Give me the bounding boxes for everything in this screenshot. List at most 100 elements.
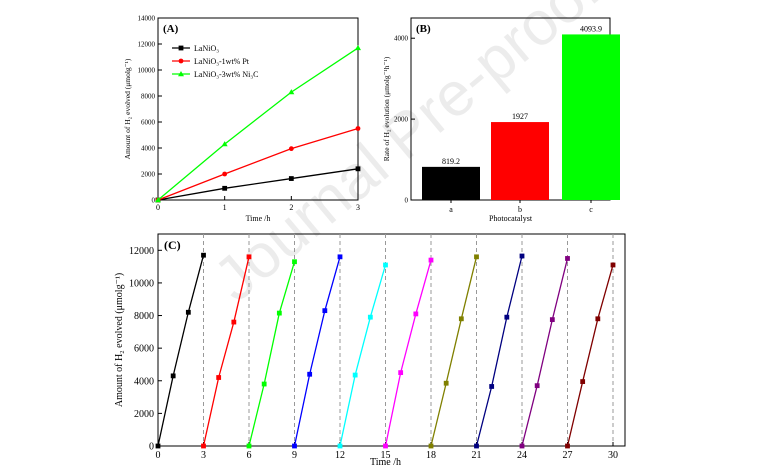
panel-c-cycle-10-point	[610, 262, 616, 268]
panel-c-xtick-label: 27	[563, 450, 573, 461]
panel-c-cycle-6-point	[398, 370, 404, 376]
panel-c-xtick-label: 9	[292, 450, 297, 461]
panel-c-xtick-label: 24	[517, 450, 527, 461]
panel-c-ylabel: Amount of H₂ evolved (μmolg⁻¹)	[114, 273, 125, 407]
panel-c-xtick-label: 30	[608, 450, 618, 461]
panel-c-cycle-10-point	[565, 443, 570, 449]
panel-a-ytick-label: 2000	[141, 171, 156, 179]
panel-c-cycle-1-line	[157, 255, 205, 447]
panel-c-cycle-1-point	[201, 252, 206, 258]
panel-c-ytick-label: 4000	[134, 376, 154, 387]
panel-b-bar-chart: 0 2000 4000 819.2 a 1927 b 4093.9 c (B) Photocatal…	[382, 17, 620, 223]
panel-c-cycle-8-point	[519, 253, 525, 259]
panel-a-label: (A)	[163, 23, 179, 35]
panel-a-ytick-label: 8000	[141, 93, 156, 101]
panel-c-cycle-10-point	[580, 379, 586, 384]
panel-c-cycle-1-point	[155, 443, 161, 449]
panel-c-cycle-9-point	[534, 383, 540, 389]
panel-c-cycle-8-point	[474, 443, 479, 449]
panel-c-cycle-7-line	[430, 256, 478, 447]
panel-c-ytick-label: 2000	[134, 409, 154, 420]
panel-c-ytick-label: 8000	[134, 311, 154, 322]
panel-a-frame	[157, 17, 359, 201]
panel-c-ytick-label: 10000	[129, 278, 154, 289]
panel-a-series-2-point	[288, 89, 295, 95]
panel-c-cycle-5-point	[352, 372, 358, 378]
panel-c-cycle-3-point	[261, 381, 267, 387]
panel-c-cycle-1-point	[170, 373, 176, 379]
panel-b-category-c: c	[589, 205, 593, 214]
panel-a-xtick-label: 0	[156, 203, 160, 212]
panel-c-cycle-4-point	[292, 443, 297, 449]
panel-c-ytick-label: 12000	[129, 246, 154, 257]
watermark-text: Journal Pre-proof	[201, 0, 613, 315]
panel-c-cycle-6-line	[384, 259, 432, 447]
panel-b-xlabel: Photocatalyst	[489, 214, 533, 223]
panel-a-series-1-line	[157, 127, 359, 201]
panel-c-xtick-label: 0	[156, 450, 161, 461]
panel-a-ytick-label: 0	[152, 197, 156, 205]
panel-c-cycle-7-point	[443, 380, 449, 386]
panel-c-xtick-label: 6	[247, 450, 252, 461]
panel-c-label: (C)	[164, 238, 181, 252]
panel-c-cycle-3-line	[248, 261, 296, 447]
panel-c-cycle-7-point	[474, 254, 479, 260]
panel-c-cycle-6-point	[428, 257, 434, 263]
panel-a-legend-0-marker	[178, 45, 184, 51]
panel-c-cycle-2-point	[201, 443, 206, 449]
panel-b-bar-c-value: 4093.9	[580, 24, 602, 33]
panel-c-cycle-8-point	[489, 384, 495, 389]
panel-c-xtick-label: 21	[472, 450, 482, 461]
panel-c-cycle-8-point	[504, 314, 510, 320]
panel-a-xlabel: Time /h	[246, 214, 271, 223]
panel-c-ytick-label: 0	[149, 442, 154, 453]
panel-a-ytick-label: 10000	[138, 67, 156, 75]
panel-c-cycle-2-point	[216, 375, 222, 380]
panel-c-cycle-5-point	[383, 262, 388, 268]
panel-a-series-2-point	[221, 141, 228, 147]
panel-a-ylabel: Amount of H₂ evolved (μmolg⁻¹)	[123, 58, 132, 159]
panel-a-xtick-label: 2	[289, 203, 293, 212]
panel-b-label: (B)	[416, 23, 431, 35]
panel-a-series-2-point	[355, 44, 361, 51]
panel-c-cycle-4-line	[293, 256, 341, 447]
panel-c-cycle-5-line	[339, 264, 387, 447]
panel-c-cycle-1-point	[185, 309, 191, 315]
panel-c-cycle-3-point	[292, 259, 297, 265]
panel-c-cycle-7-point	[428, 443, 434, 449]
panel-c-cycle-9-line	[521, 258, 569, 447]
panel-c-cycle-5-point	[337, 443, 343, 449]
panel-a-xtick-label: 1	[223, 203, 227, 212]
panel-c-ytick-label: 6000	[134, 344, 154, 355]
panel-a-legend-1-label: LaNiO₃-1wt% Pt	[194, 57, 250, 66]
panel-b-ytick-label: 4000	[394, 35, 409, 43]
panel-c-xtick-label: 3	[201, 450, 206, 461]
panel-c-xtick-label: 15	[381, 450, 391, 461]
panel-c-cycle-4-point	[337, 254, 343, 260]
panel-a-xtick-label: 3	[356, 203, 360, 212]
panel-c-line-chart: 0 2000 4000 6000 8000 10000 12000 0 3 6 9 12 15 18 21 2…	[114, 233, 626, 466]
panel-a-series-1-point	[222, 171, 228, 177]
panel-c-cycle-4-point	[322, 308, 328, 314]
panel-c-cycle-9-point	[565, 256, 570, 261]
panel-c-cycle-10-line	[566, 264, 614, 447]
panel-a-series-0-point	[222, 185, 228, 191]
panel-a-legend-1-marker	[178, 58, 184, 64]
panel-c-cycle-9-point	[519, 443, 525, 449]
panel-a-series-1-point	[355, 126, 361, 131]
panel-b-ytick-label: 2000	[394, 116, 409, 124]
panel-b-bar-c	[562, 34, 620, 201]
panel-c-cycle-4-point	[307, 371, 313, 377]
panel-a-legend-0-label: LaNiO₃	[194, 44, 219, 53]
panel-b-bar-b-value: 1927	[512, 112, 528, 121]
panel-a-series-2-point	[155, 197, 161, 203]
panel-b-bar-a-value: 819.2	[442, 157, 460, 166]
panel-a-series-0-line	[157, 168, 359, 201]
panel-b-bar-a	[422, 166, 480, 200]
panel-c-cycle-7-point	[458, 316, 464, 322]
panel-b-bar-b	[491, 122, 549, 200]
panel-c-cycle-5-point	[367, 314, 373, 320]
panel-a-series-0-point	[288, 176, 294, 181]
panel-c-xlabel: Time /h	[370, 457, 401, 466]
panel-a-ytick-label: 12000	[138, 41, 156, 49]
